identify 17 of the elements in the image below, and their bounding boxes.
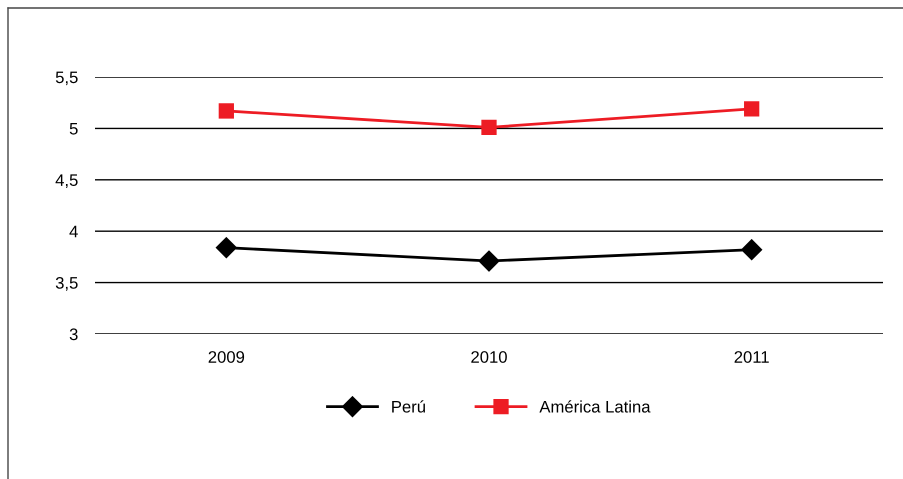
legend-label: Perú bbox=[392, 400, 425, 413]
y-tick-label: 5 bbox=[70, 122, 78, 135]
x-tick-label: 2010 bbox=[471, 351, 507, 363]
y-tick-label: 4,5 bbox=[56, 174, 78, 188]
point bbox=[741, 239, 762, 260]
y-tick-label: 5,5 bbox=[56, 72, 78, 86]
legend-label: América Latina bbox=[539, 400, 651, 413]
x-tick-label: 2009 bbox=[208, 351, 244, 363]
y-tick-label: 3 bbox=[70, 328, 78, 340]
y-tick-label: 4 bbox=[69, 226, 78, 238]
y-tick-label: 3,5 bbox=[56, 277, 78, 291]
x-tick-label: 2011 bbox=[734, 351, 769, 363]
point bbox=[478, 250, 500, 272]
point bbox=[218, 103, 234, 119]
point bbox=[481, 120, 497, 136]
point bbox=[216, 237, 237, 258]
point bbox=[744, 101, 760, 117]
